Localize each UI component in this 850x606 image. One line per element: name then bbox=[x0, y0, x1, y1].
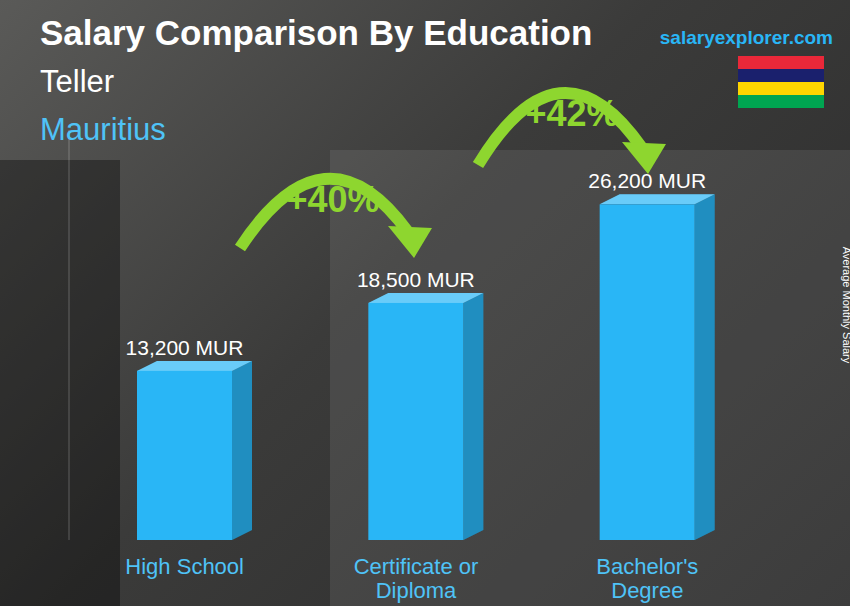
svg-text:Teller: Teller bbox=[40, 64, 114, 99]
svg-text:Mauritius: Mauritius bbox=[40, 112, 166, 147]
svg-text:salaryexplorer.com: salaryexplorer.com bbox=[660, 27, 833, 48]
svg-text:+40%: +40% bbox=[286, 179, 379, 220]
svg-text:Average Monthly Salary: Average Monthly Salary bbox=[841, 247, 842, 364]
svg-text:Certificate orDiploma: Certificate orDiploma bbox=[354, 554, 479, 603]
svg-text:High School: High School bbox=[125, 554, 244, 579]
svg-text:Salary Comparison By Education: Salary Comparison By Education bbox=[40, 13, 592, 52]
svg-text:26,200 MUR: 26,200 MUR bbox=[588, 169, 706, 192]
svg-text:+42%: +42% bbox=[525, 93, 618, 134]
svg-text:Bachelor'sDegree: Bachelor'sDegree bbox=[596, 554, 698, 603]
svg-text:18,500 MUR: 18,500 MUR bbox=[357, 268, 475, 291]
svg-text:13,200 MUR: 13,200 MUR bbox=[126, 336, 244, 359]
